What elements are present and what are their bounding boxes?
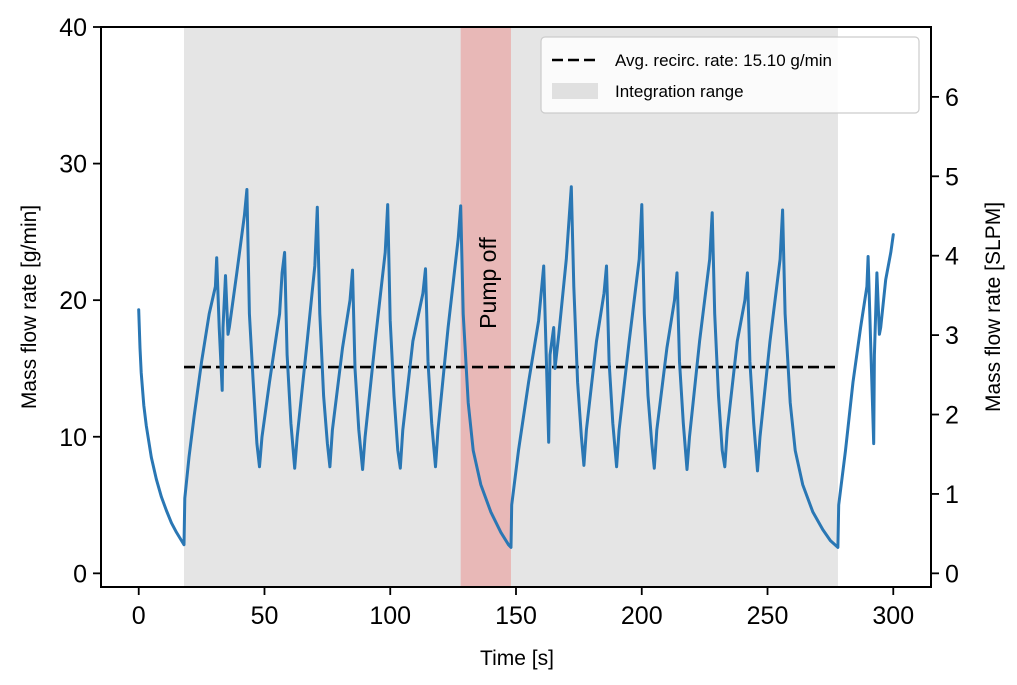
y-tick-label: 0: [73, 560, 87, 588]
right-y-tick-label: 1: [945, 481, 959, 509]
pump-off-band: [460, 27, 511, 587]
x-tick-label: 100: [369, 602, 411, 630]
y-tick-label: 20: [59, 287, 87, 315]
right-y-tick-label: 2: [945, 402, 959, 430]
x-tick-label: 150: [495, 602, 537, 630]
right-y-tick-label: 5: [945, 163, 959, 191]
right-y-axis-label: Mass flow rate [SLPM]: [982, 202, 1005, 412]
legend-box: [540, 36, 920, 114]
right-y-tick-label: 3: [945, 322, 959, 350]
legend-patch-swatch: [552, 83, 598, 99]
x-axis-label: Time [s]: [480, 647, 554, 670]
legend-label-integration-range: Integration range: [615, 82, 744, 101]
y-axis-label: Mass flow rate [g/min]: [18, 205, 41, 409]
x-tick-label: 300: [872, 602, 914, 630]
series-line-mass-flow-rate: [137, 185, 895, 549]
y-tick-label: 10: [59, 424, 87, 452]
right-y-tick-label: 4: [945, 243, 959, 271]
pump-off-annotation: Pump off: [475, 237, 501, 329]
right-y-tick-label: 0: [945, 560, 959, 588]
right-y-axis-ticks: 0 1 2 3 4 5 6: [931, 84, 959, 588]
x-tick-label: 50: [251, 602, 279, 630]
x-tick-label: 250: [747, 602, 789, 630]
x-tick-label: 200: [621, 602, 663, 630]
legend: Avg. recirc. rate: 15.10 g/min Integrati…: [540, 36, 920, 114]
legend-label-average: Avg. recirc. rate: 15.10 g/min: [615, 51, 832, 70]
x-axis-ticks: 0 50 100 150 200 250 300: [132, 587, 914, 630]
x-tick-label: 0: [132, 602, 146, 630]
plot-area: Pump off: [137, 27, 895, 587]
right-y-tick-label: 6: [945, 84, 959, 112]
y-tick-label: 40: [59, 14, 87, 42]
y-tick-label: 30: [59, 151, 87, 179]
y-axis-ticks: 0 10 20 30 40: [59, 14, 101, 588]
